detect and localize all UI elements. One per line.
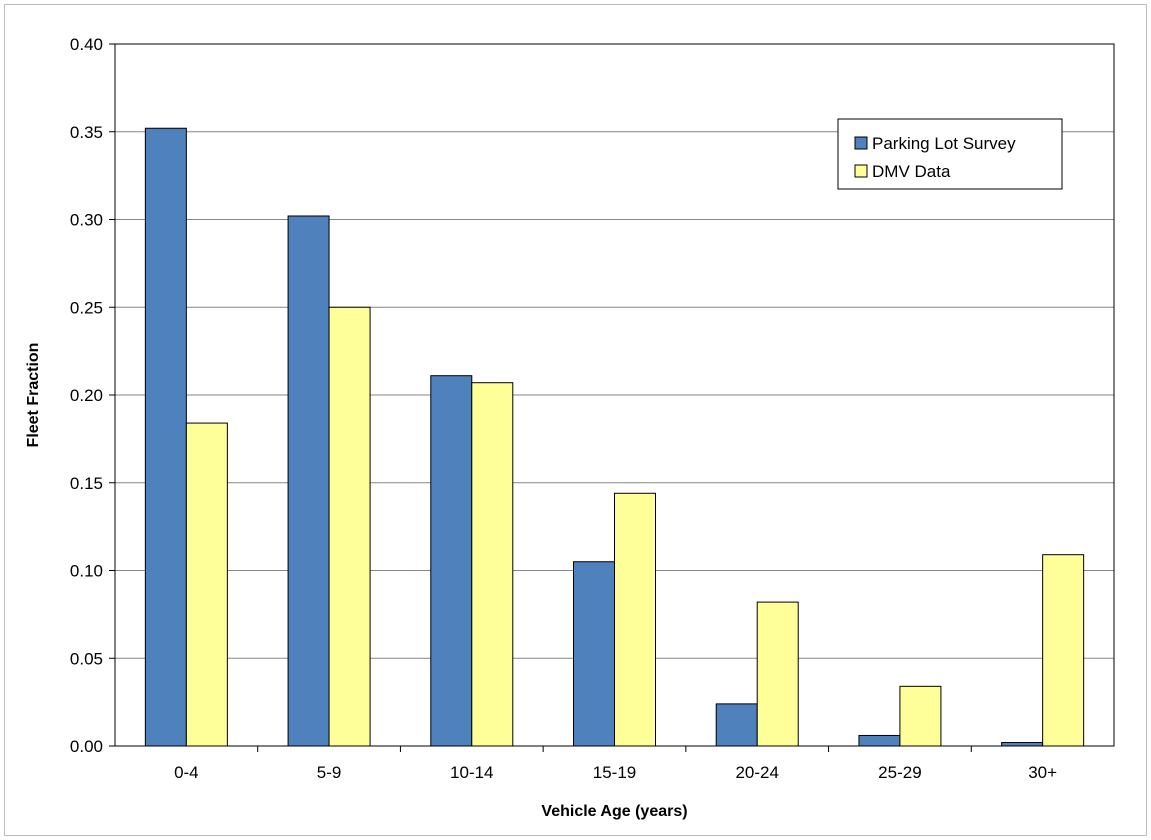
y-axis-ticks: 0.00 0.05 0.10 0.15 0.20 0.25 0.30 0.35 0.40 [70, 35, 115, 756]
y-tick-label: 0.10 [70, 562, 103, 581]
bar-parking-lot-survey-25-29 [858, 734, 901, 747]
bar-dmv-data-15-19 [614, 492, 656, 747]
legend-swatch-dmv-data [854, 164, 868, 178]
bar-parking-lot-survey-20-24 [715, 703, 758, 747]
y-tick-label: 0.00 [70, 737, 103, 756]
bar-parking-lot-survey-0-4 [144, 127, 187, 747]
x-axis-ticks: 0-4 5-9 10-14 15-19 20-24 25-29 30+ [174, 746, 1057, 782]
bar-dmv-data-0-4 [185, 422, 228, 747]
y-tick-label: 0.30 [70, 211, 103, 230]
x-tick-label: 0-4 [174, 763, 199, 782]
x-tick-label: 15-19 [593, 763, 636, 782]
x-tick-label: 30+ [1028, 763, 1057, 782]
legend-label-parking-lot-survey: Parking Lot Survey [872, 134, 1016, 153]
bar-parking-lot-survey-30- [1001, 741, 1044, 747]
bar-dmv-data-10-14 [471, 382, 514, 747]
bar-dmv-data-5-9 [328, 306, 371, 747]
legend-label-dmv-data: DMV Data [872, 162, 951, 181]
legend-box [837, 118, 1063, 190]
bars [144, 127, 1085, 747]
bar-parking-lot-survey-15-19 [573, 561, 615, 747]
x-tick-label: 20-24 [735, 763, 778, 782]
y-axis-title: Fleet Fraction [25, 343, 42, 448]
y-tick-label: 0.35 [70, 123, 103, 142]
y-tick-label: 0.40 [70, 35, 103, 54]
bar-dmv-data-25-29 [899, 685, 942, 747]
x-tick-label: 5-9 [317, 763, 342, 782]
y-tick-label: 0.20 [70, 386, 103, 405]
bar-parking-lot-survey-10-14 [430, 375, 473, 747]
y-tick-label: 0.15 [70, 474, 103, 493]
legend-swatch-parking-lot-survey [854, 136, 868, 150]
bar-dmv-data-30- [1042, 554, 1085, 747]
bar-dmv-data-20-24 [756, 601, 799, 747]
x-axis-title: Vehicle Age (years) [541, 803, 687, 820]
x-tick-label: 10-14 [450, 763, 493, 782]
y-tick-label: 0.25 [70, 298, 103, 317]
x-tick-label: 25-29 [878, 763, 921, 782]
bar-parking-lot-survey-5-9 [287, 215, 330, 747]
legend: Parking Lot Survey DMV Data [837, 118, 1063, 190]
y-tick-label: 0.05 [70, 649, 103, 668]
